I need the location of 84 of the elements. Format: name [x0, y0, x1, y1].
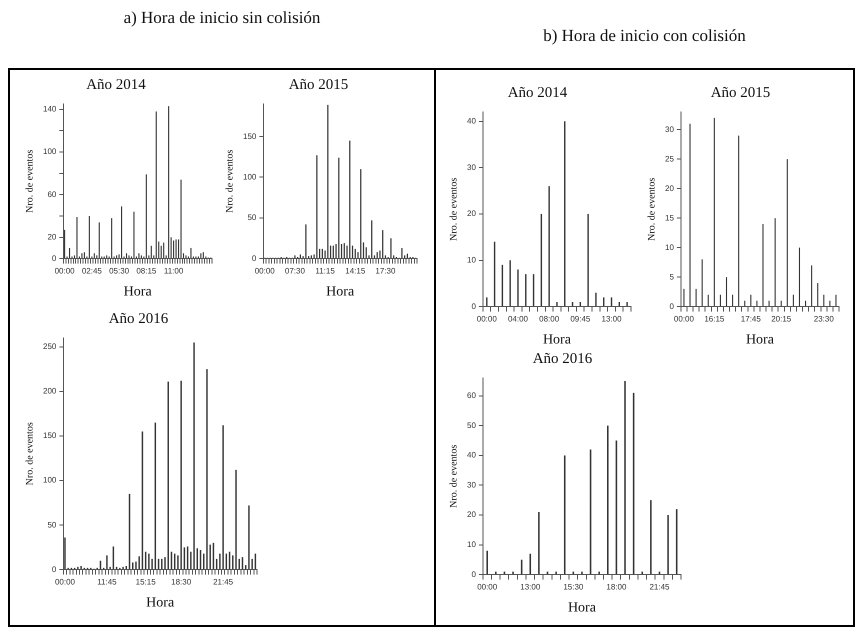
y-tick-label: 25: [664, 154, 674, 164]
y-tick-label: 50: [47, 520, 57, 530]
y-axis-title: Nro. de eventos: [24, 150, 36, 213]
x-tick-label: 21:45: [649, 582, 670, 592]
y-tick-label: 40: [466, 450, 476, 460]
x-axis-title: Hora: [746, 332, 775, 348]
x-tick-label: 00:00: [254, 266, 276, 276]
x-tick-label: 00:00: [477, 582, 498, 592]
x-tick-label: 09:45: [570, 314, 591, 324]
x-axis-title: Hora: [124, 284, 152, 300]
x-axis-title: Hora: [568, 600, 597, 616]
y-tick-label: 100: [42, 476, 57, 485]
x-axis-title: Hora: [146, 595, 175, 610]
x-tick-label: 07:30: [284, 266, 306, 276]
x-tick-label: 02:45: [82, 266, 102, 276]
text: b) Hora de inicio con colisión: [542, 26, 747, 46]
y-tick-label: 20: [664, 184, 674, 193]
x-axis-title: Hora: [542, 332, 572, 348]
y-axis-title: Nro. de eventos: [448, 178, 460, 241]
x-tick-label: 18:30: [171, 578, 192, 587]
x-tick-label: 00:00: [54, 266, 76, 276]
y-tick-label: 50: [247, 213, 257, 222]
x-tick-label: 13:00: [601, 314, 622, 324]
y-tick-label: 10: [664, 242, 674, 252]
x-tick-label: 15:15: [136, 578, 156, 587]
y-tick-label: 50: [466, 420, 476, 430]
x-tick-label: 20:15: [771, 314, 792, 324]
x-tick-label: 17:45: [740, 314, 762, 324]
y-tick-label: 250: [42, 342, 57, 352]
x-tick-label: 14:15: [345, 266, 366, 276]
chart-title: Año 2016: [532, 350, 593, 367]
y-tick-label: 15: [664, 213, 674, 222]
chart-title: Año 2015: [288, 76, 348, 93]
chart-title: Año 2014: [86, 76, 146, 93]
x-tick-label: 08:15: [136, 266, 157, 276]
y-tick-label: 60: [466, 391, 476, 400]
y-tick-label: 0: [669, 302, 674, 311]
x-tick-label: 15:30: [563, 582, 584, 592]
y-tick-label: 0: [52, 564, 57, 574]
x-tick-label: 11:00: [164, 266, 184, 276]
y-tick-label: 0: [252, 254, 257, 263]
y-tick-label: 30: [466, 162, 476, 172]
x-tick-label: 00:00: [674, 314, 694, 324]
y-axis-title: Nro. de eventos: [646, 178, 658, 241]
y-tick-label: 30: [466, 480, 476, 490]
y-tick-label: 100: [242, 172, 257, 182]
y-tick-label: 20: [466, 510, 476, 520]
y-tick-label: 200: [42, 386, 57, 396]
y-tick-label: 0: [471, 302, 476, 311]
y-tick-label: 20: [466, 209, 476, 218]
y-tick-label: 5: [669, 272, 674, 282]
x-tick-label: 00:00: [476, 314, 498, 324]
y-tick-label: 10: [466, 540, 476, 550]
text: a) Hora de inicio sin colisión: [122, 8, 322, 28]
y-axis-title: Nro. de eventos: [24, 422, 36, 486]
x-tick-label: 13:00: [520, 582, 541, 592]
chart-title: Año 2014: [508, 84, 568, 101]
y-tick-label: 30: [664, 124, 674, 134]
chart-title: Año 2015: [710, 84, 770, 101]
x-tick-label: 11:45: [97, 578, 118, 587]
x-tick-label: 23:30: [814, 314, 834, 324]
x-tick-label: 11:15: [315, 266, 336, 276]
y-tick-label: 140: [42, 104, 57, 114]
y-tick-label: 150: [42, 431, 57, 440]
y-tick-label: 60: [47, 190, 57, 199]
y-tick-label: 10: [466, 255, 476, 264]
x-tick-label: 00:00: [54, 578, 76, 587]
y-tick-label: 100: [42, 147, 57, 156]
y-tick-label: 20: [47, 232, 57, 242]
x-axis-title: Hora: [326, 284, 355, 300]
chart-title: Año 2016: [108, 310, 169, 327]
y-tick-label: 40: [466, 116, 476, 126]
y-axis-title: Nro. de eventos: [448, 444, 460, 508]
x-tick-label: 04:00: [508, 314, 529, 324]
y-axis-title: Nro. de eventos: [224, 150, 236, 213]
x-tick-label: 21:45: [213, 578, 234, 587]
x-tick-label: 05:30: [109, 266, 130, 276]
y-tick-label: 150: [242, 132, 257, 141]
y-tick-label: 0: [52, 254, 57, 263]
x-tick-label: 17:30: [375, 266, 396, 276]
x-tick-label: 16:15: [704, 314, 725, 324]
y-tick-label: 0: [471, 570, 476, 579]
x-tick-label: 18:00: [606, 582, 627, 592]
x-tick-label: 08:00: [539, 314, 560, 324]
